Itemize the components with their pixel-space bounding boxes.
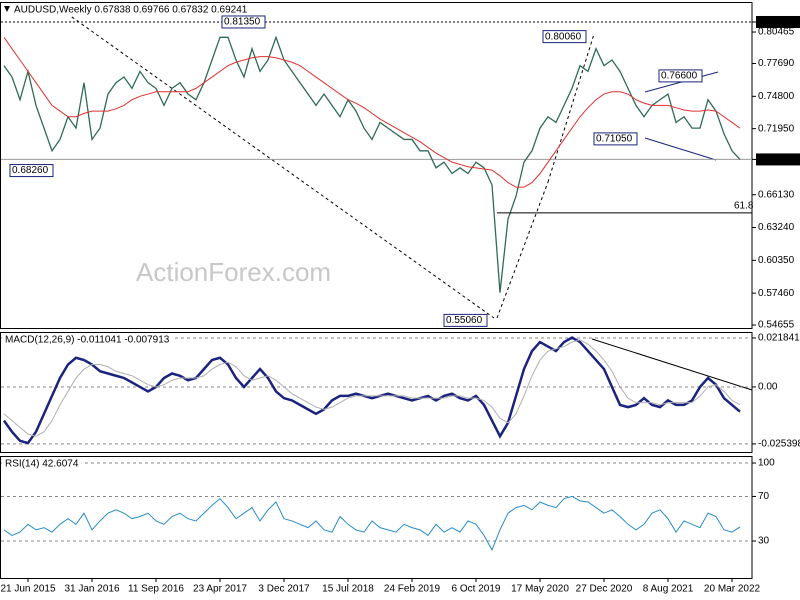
y-tick-label: 100 bbox=[758, 458, 775, 469]
x-tick-label: 23 Apr 2017 bbox=[193, 584, 247, 595]
series-line bbox=[3, 339, 741, 437]
macd-trend-line bbox=[591, 338, 753, 391]
y-tick-label: 0.54655 bbox=[758, 320, 795, 331]
annotation-box bbox=[443, 313, 488, 327]
annotation-label: 0.71050 bbox=[596, 134, 633, 145]
annotation-box bbox=[593, 132, 638, 146]
x-tick-label: 6 Oct 2019 bbox=[452, 584, 501, 595]
panel-title-box bbox=[2, 3, 252, 16]
annotation-label: 0.80060 bbox=[545, 31, 582, 42]
annotation-label: 0.76600 bbox=[661, 71, 698, 82]
panel-title-box bbox=[2, 457, 82, 470]
x-tick-label: 8 Aug 2021 bbox=[643, 584, 694, 595]
series-line bbox=[2, 336, 741, 445]
y-tick-label: 0.80465 bbox=[758, 27, 795, 38]
annotation-box bbox=[542, 30, 587, 44]
annotation-label: 0.55060 bbox=[446, 315, 483, 326]
y-tick-label: 0.81350 bbox=[758, 17, 795, 28]
panel-border bbox=[0, 2, 753, 329]
panel-title: RSI(14) 42.6074 bbox=[5, 459, 79, 470]
y-tick-label: 0.00 bbox=[758, 382, 778, 393]
annotation-box bbox=[9, 164, 54, 178]
panel-title: MACD(12,26,9) -0.011041 -0.007913 bbox=[5, 335, 170, 346]
x-tick-label: 20 Mar 2022 bbox=[704, 584, 761, 595]
trend-line bbox=[496, 181, 549, 319]
y-tick-label: 0.71950 bbox=[758, 123, 795, 134]
y-tick-label: 0.57460 bbox=[758, 288, 795, 299]
annotation-label: 0.68260 bbox=[12, 165, 49, 176]
y-tick-label: 0.66130 bbox=[758, 189, 795, 200]
x-tick-label: 24 Feb 2019 bbox=[384, 584, 441, 595]
price-label-box bbox=[756, 15, 800, 28]
series-line bbox=[3, 35, 741, 293]
channel-line bbox=[644, 137, 717, 161]
watermark: ActionForex.com bbox=[136, 257, 331, 287]
y-tick-label: 70 bbox=[758, 491, 770, 502]
x-tick-label: 17 May 2020 bbox=[511, 584, 569, 595]
series-line bbox=[3, 37, 741, 188]
annotation-box bbox=[221, 15, 266, 29]
panel-title: AUDUSD,Weekly 0.67838 0.69766 0.67832 0.… bbox=[14, 5, 248, 16]
y-tick-label: -0.025398 bbox=[758, 439, 800, 450]
x-tick-label: 3 Dec 2017 bbox=[258, 584, 310, 595]
y-tick-label: 0.63240 bbox=[758, 222, 795, 233]
y-tick-label: 0.69241 bbox=[758, 154, 795, 165]
x-tick-label: 27 Dec 2020 bbox=[576, 584, 633, 595]
annotation-box bbox=[658, 69, 703, 83]
annotation-label: 0.81350 bbox=[224, 17, 261, 28]
y-tick-label: 30 bbox=[758, 536, 770, 547]
x-tick-label: 31 Jan 2016 bbox=[64, 584, 119, 595]
series-line bbox=[3, 495, 741, 552]
panel-border bbox=[0, 456, 753, 579]
x-tick-label: 21 Jun 2015 bbox=[0, 584, 55, 595]
x-tick-label: 15 Jul 2018 bbox=[322, 584, 374, 595]
panel-border bbox=[0, 332, 753, 453]
title-icon bbox=[4, 6, 10, 12]
x-tick-label: 11 Sep 2016 bbox=[128, 584, 184, 595]
fib-label: 61.8 bbox=[734, 201, 754, 212]
y-tick-label: 0.77690 bbox=[758, 58, 795, 69]
y-tick-label: 0.74800 bbox=[758, 91, 795, 102]
panel-title-box bbox=[2, 333, 173, 346]
trend-line bbox=[61, 9, 495, 319]
y-tick-label: 0.60350 bbox=[758, 255, 795, 266]
y-tick-label: 0.021841 bbox=[758, 333, 800, 344]
price-label-box bbox=[756, 153, 800, 166]
trend-line bbox=[547, 33, 595, 183]
